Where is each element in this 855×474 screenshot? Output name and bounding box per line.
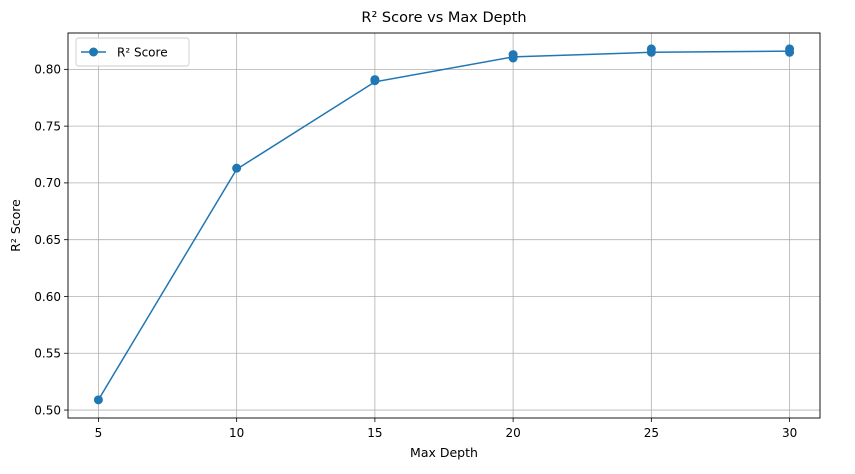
legend-box (75, 37, 190, 67)
y-tick-label: 0.65 (34, 233, 61, 247)
data-point-marker (508, 53, 518, 63)
x-tick-label: 20 (505, 426, 520, 440)
legend-label: R² Score (117, 46, 168, 60)
data-point-marker (785, 47, 795, 57)
x-tick-label: 10 (229, 426, 244, 440)
tick-layer: 5 10 15 20 25 30 0.50 0.55 0.60 0.65 0.70 0.75 0.80 (34, 63, 797, 440)
data-point-marker (370, 75, 380, 85)
y-tick-label: 0.50 (34, 403, 61, 417)
legend: R² Score (75, 37, 190, 67)
y-tick-label: 0.75 (34, 119, 61, 133)
data-point-marker (646, 47, 656, 57)
plot-frame (67, 32, 821, 419)
data-point-marker (232, 163, 242, 173)
x-tick-label: 30 (782, 426, 797, 440)
x-tick-label: 15 (367, 426, 382, 440)
x-tick-label: 5 (95, 426, 103, 440)
x-tick-label: 25 (644, 426, 659, 440)
data-layer (93, 44, 795, 405)
series-line (97, 50, 790, 401)
data-point-marker (93, 395, 103, 405)
legend-marker-swatch (89, 47, 98, 57)
y-tick-label: 0.80 (34, 63, 61, 77)
x-axis-label: Max Depth (410, 445, 478, 460)
y-tick-label: 0.55 (34, 347, 61, 361)
chart-title: R² Score vs Max Depth (361, 10, 526, 26)
y-tick-label: 0.60 (34, 290, 61, 304)
y-tick-label: 0.70 (34, 176, 61, 190)
y-axis-label: R² Score (8, 199, 23, 252)
